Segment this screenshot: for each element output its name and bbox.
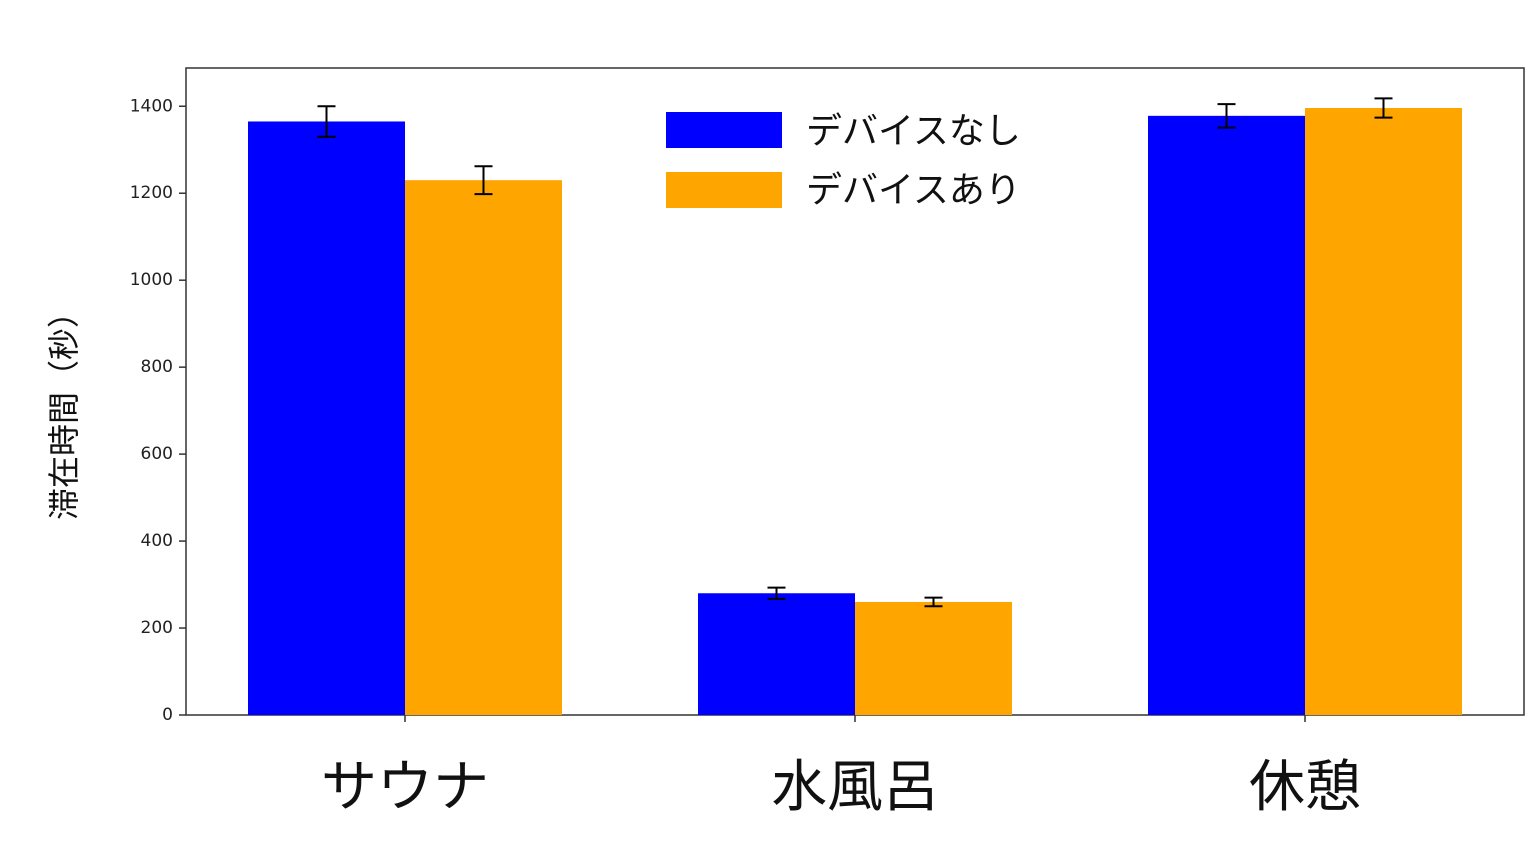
- y-tick-label: 200: [141, 618, 173, 638]
- bar-1-1: [248, 121, 405, 715]
- x-tick-label: 休憩: [1249, 755, 1361, 820]
- legend-swatch-series-1: [666, 112, 782, 148]
- y-axis: 0 200 400 600 800 1000 1200 1400: [130, 96, 186, 725]
- y-tick-label: 400: [141, 531, 173, 551]
- legend: デバイスなし デバイスあり: [666, 111, 1021, 211]
- bar-1-2: [698, 593, 855, 715]
- bar-2-3: [1305, 108, 1462, 715]
- error-bars-layer: [317, 97, 1393, 608]
- y-tick-label: 600: [141, 444, 173, 464]
- legend-label-series-2: デバイスあり: [806, 170, 1021, 211]
- legend-swatch-series-2: [666, 172, 782, 208]
- x-tick-label: 水風呂: [771, 755, 939, 820]
- y-tick-label: 1200: [130, 183, 173, 203]
- bar-2-1: [405, 180, 562, 715]
- y-axis-title: 滞在時間（秒）: [45, 296, 83, 520]
- bars-layer: [248, 108, 1462, 716]
- y-tick-label: 0: [162, 705, 173, 725]
- legend-label-series-1: デバイスなし: [806, 111, 1021, 152]
- x-tick-label: サウナ: [321, 755, 489, 820]
- y-tick-label: 1400: [130, 96, 173, 116]
- bar-1-3: [1148, 115, 1305, 716]
- bar-2-2: [855, 601, 1012, 715]
- y-tick-label: 1000: [130, 270, 173, 290]
- y-tick-label: 800: [141, 357, 173, 377]
- x-axis: サウナ 水風呂 休憩: [321, 715, 1361, 820]
